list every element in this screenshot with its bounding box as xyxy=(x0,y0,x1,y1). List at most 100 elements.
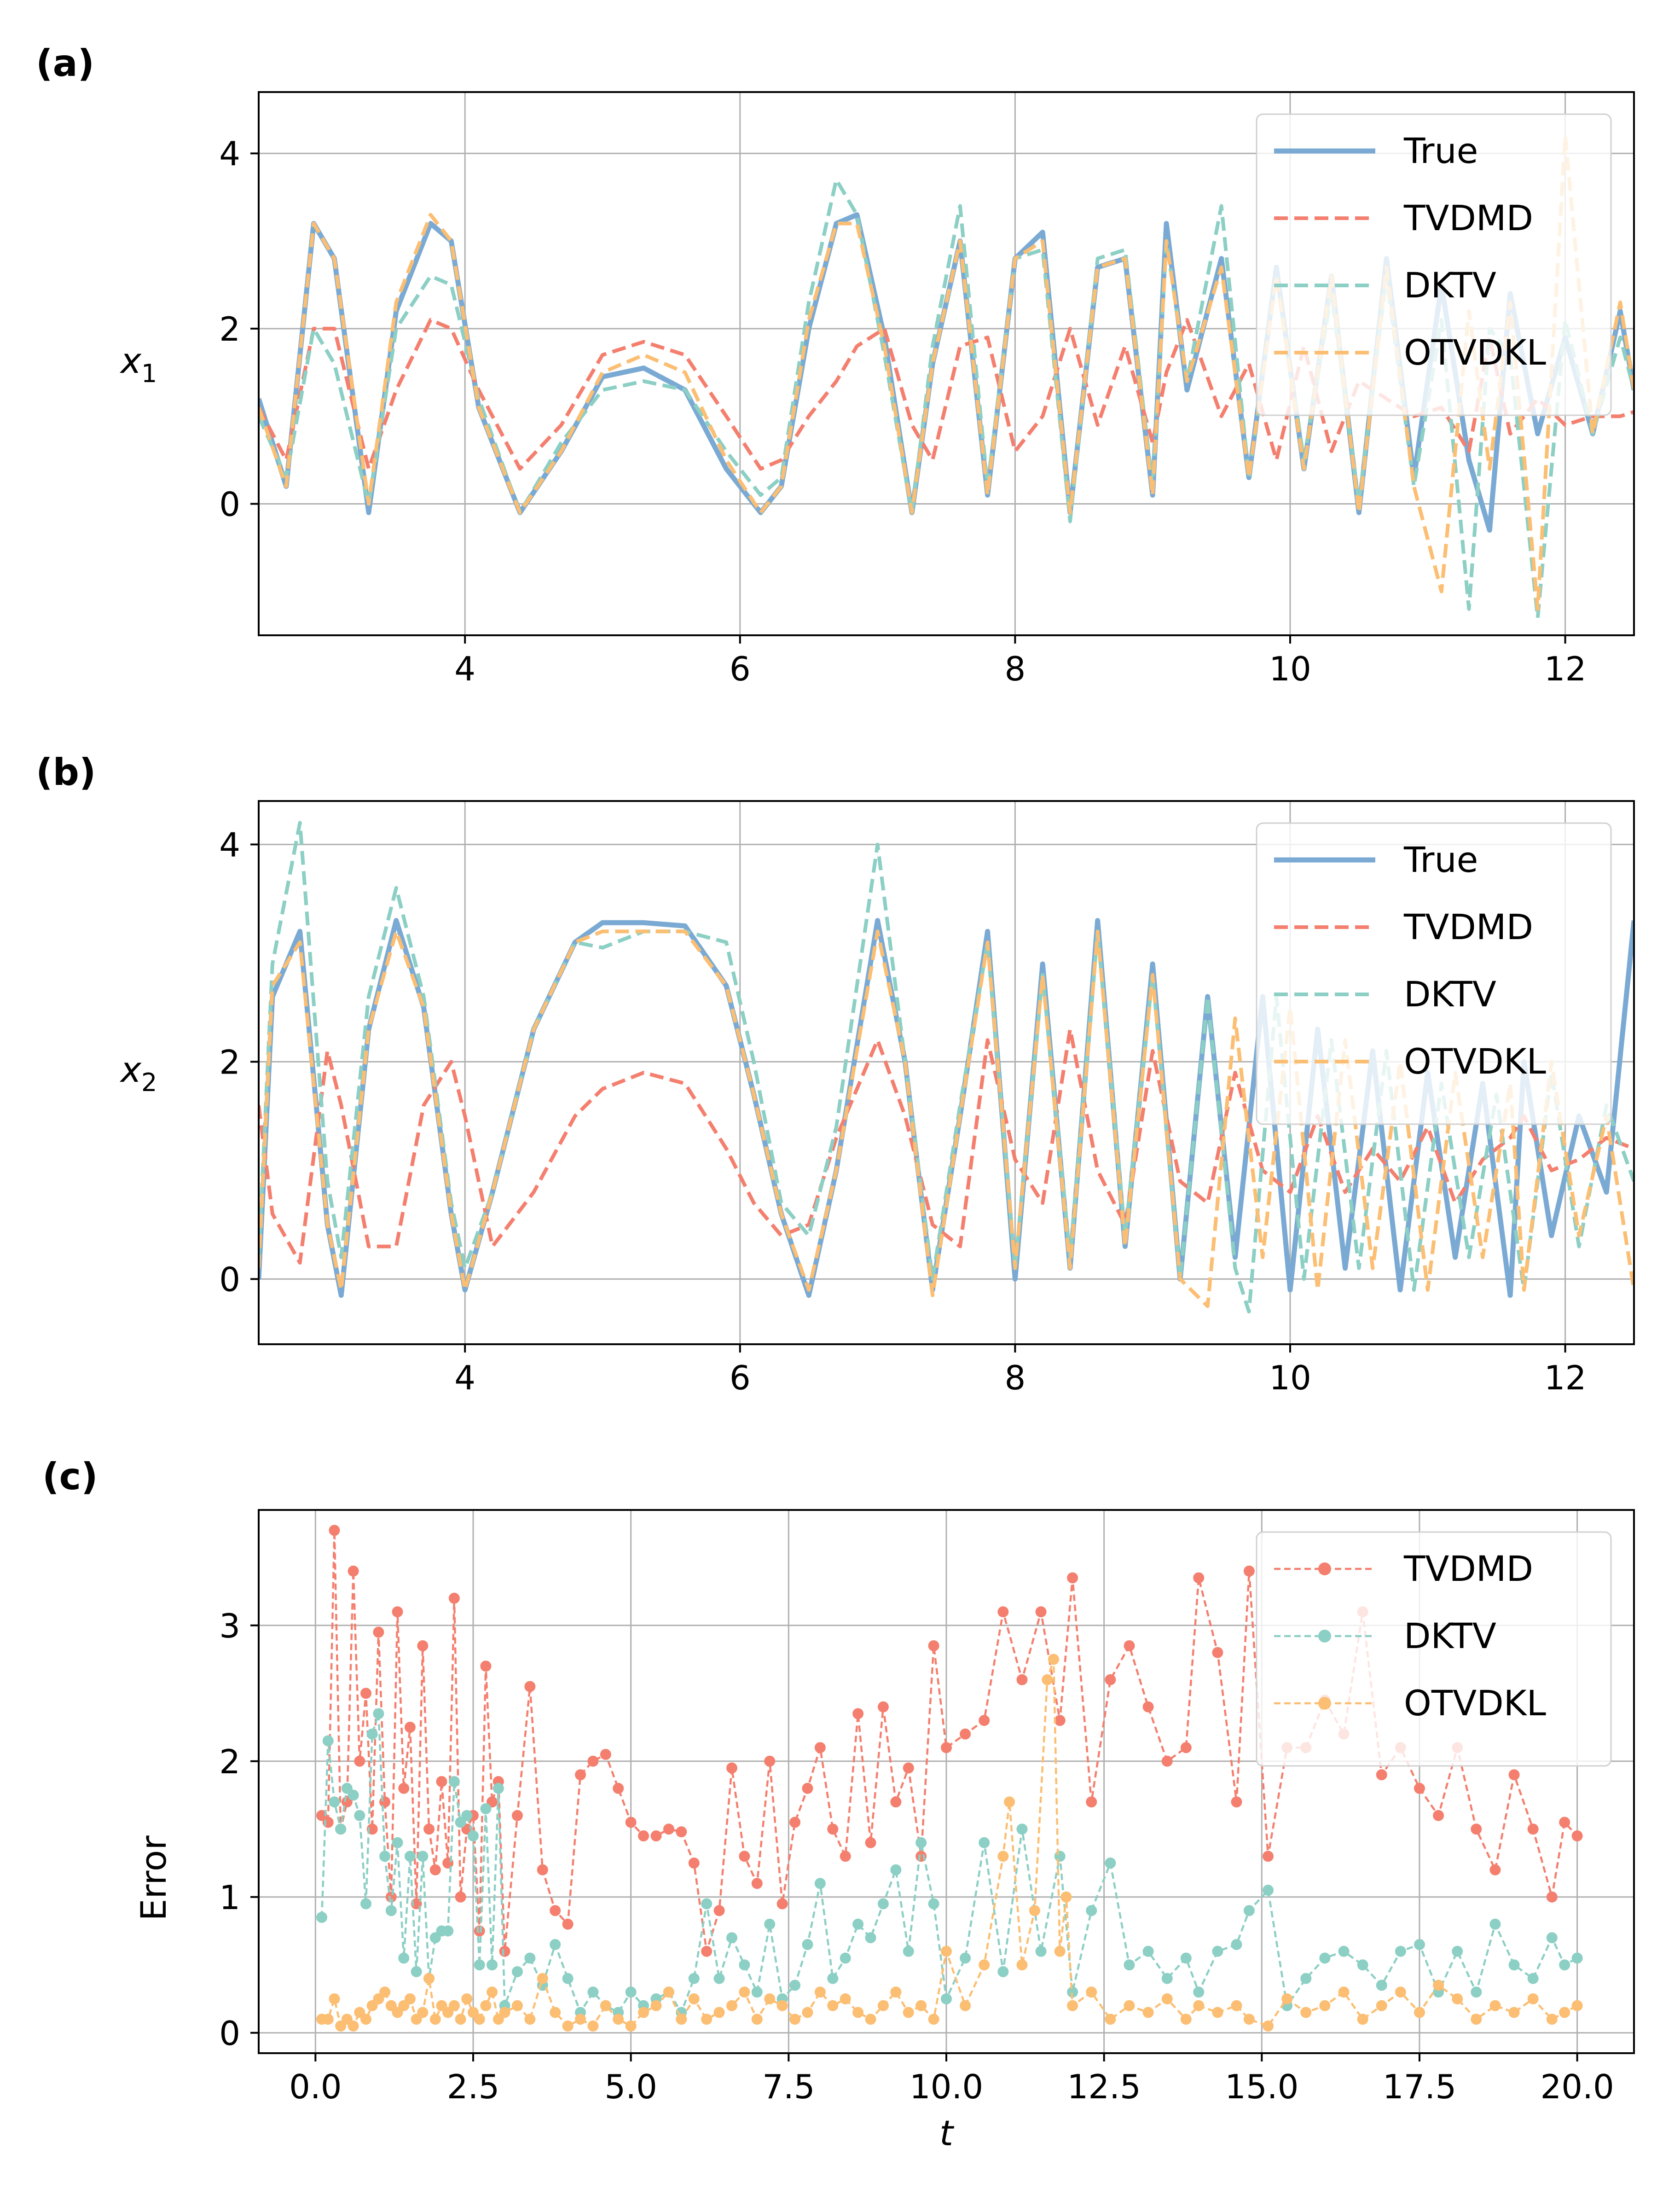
data-point-tvdmd xyxy=(587,1755,599,1767)
data-point-otvdkl xyxy=(600,2000,611,2011)
data-point-tvdmd xyxy=(385,1891,397,1903)
data-point-dktv xyxy=(1489,1918,1501,1930)
axes-frame xyxy=(258,91,1635,636)
data-point-dktv xyxy=(865,1932,876,1944)
data-point-otvdkl xyxy=(1452,1993,1463,2004)
chart-panel-3: 0.0 2.5 5.0 7.5 10.0 12.5 15.0 17.5 20.0 0 1 2 3 Erro… xyxy=(133,1509,1635,2154)
data-point-dktv xyxy=(1357,1959,1368,1971)
data-point-tvdmd xyxy=(404,1722,416,1733)
data-point-otvdkl xyxy=(613,2014,624,2025)
data-point-dktv xyxy=(562,1973,574,1984)
data-point-otvdkl xyxy=(1546,2014,1558,2025)
legend-label-tvdmd: TVDMD xyxy=(1403,906,1533,947)
data-point-otvdkl xyxy=(928,2014,939,2025)
data-point-tvdmd xyxy=(663,1823,674,1835)
y-tick-label: 4 xyxy=(219,825,240,864)
series-line-tvdmd xyxy=(321,1529,1578,1953)
data-point-dktv xyxy=(1124,1959,1135,1971)
y-axis-label: Error xyxy=(133,1835,174,1921)
data-point-dktv xyxy=(404,1851,416,1862)
data-point-dktv xyxy=(360,1898,372,1910)
data-point-otvdkl xyxy=(827,2000,839,2011)
data-point-dktv xyxy=(587,1986,599,1998)
axes-frame xyxy=(258,800,1635,1345)
data-point-otvdkl xyxy=(1086,1986,1097,1998)
y-tick-label: 0 xyxy=(219,1260,240,1299)
data-point-tvdmd xyxy=(802,1782,813,1794)
data-point-otvdkl xyxy=(1231,2000,1242,2011)
data-point-otvdkl xyxy=(1559,2007,1570,2018)
data-point-dktv xyxy=(789,1980,801,1991)
data-point-dktv xyxy=(1105,1858,1116,1869)
data-point-dktv xyxy=(840,1952,851,1964)
panel-label-c: (c) xyxy=(42,1455,98,1498)
x-tick-label: 17.5 xyxy=(1383,2067,1456,2106)
data-point-tvdmd xyxy=(1016,1674,1028,1685)
chart-panel-2: 4 6 8 10 12 0 2 4 x2 True TVDMD DKTV OTVDKL xyxy=(120,800,1635,1397)
data-point-dktv xyxy=(1338,1945,1350,1957)
data-point-otvdkl xyxy=(1060,1891,1072,1903)
data-point-otvdkl xyxy=(448,2000,460,2011)
data-point-otvdkl xyxy=(1016,1959,1028,1971)
data-point-otvdkl xyxy=(713,2007,725,2018)
x-tick-label: 4 xyxy=(454,650,475,688)
data-point-dktv xyxy=(1243,1905,1255,1916)
data-point-tvdmd xyxy=(329,1525,340,1536)
legend-box xyxy=(1256,1531,1612,1767)
legend-label-otvdkl: OTVDKL xyxy=(1404,1041,1546,1082)
series-line-dktv xyxy=(259,821,1634,1314)
legend-label-dktv: DKTV xyxy=(1404,974,1496,1015)
data-point-dktv xyxy=(329,1796,340,1808)
data-point-dktv xyxy=(366,1728,378,1740)
data-point-otvdkl xyxy=(1319,2000,1331,2011)
data-point-tvdmd xyxy=(429,1864,441,1875)
data-point-otvdkl xyxy=(511,2000,523,2011)
chart-panel-1: 4 6 8 10 12 0 2 4 x1 True TVDMD DKTV OTVDKL xyxy=(120,91,1635,688)
data-point-dktv xyxy=(335,1823,347,1835)
data-point-otvdkl xyxy=(1048,1654,1060,1665)
data-point-tvdmd xyxy=(979,1715,990,1726)
data-point-otvdkl xyxy=(524,2014,536,2025)
data-point-tvdmd xyxy=(1035,1606,1047,1618)
legend-label-true: True xyxy=(1403,130,1478,171)
series-line-otvdkl xyxy=(259,929,1634,1308)
data-point-otvdkl xyxy=(499,2007,510,2018)
data-point-otvdkl xyxy=(625,2020,637,2032)
data-point-dktv xyxy=(1508,1959,1520,1971)
data-point-dktv xyxy=(474,1959,485,1971)
data-point-dktv xyxy=(1452,1945,1463,1957)
data-point-tvdmd xyxy=(423,1823,435,1835)
data-point-tvdmd xyxy=(1231,1796,1242,1808)
data-point-otvdkl xyxy=(1395,1986,1406,1998)
data-point-otvdkl xyxy=(676,2014,687,2025)
x-tick-label: 7.5 xyxy=(762,2067,815,2106)
x-tick-label: 10 xyxy=(1269,1359,1311,1397)
y-axis-label: x2 xyxy=(120,1049,157,1097)
data-point-otvdkl xyxy=(1067,2000,1078,2011)
data-point-tvdmd xyxy=(448,1592,460,1604)
data-point-tvdmd xyxy=(764,1755,776,1767)
data-point-otvdkl xyxy=(865,2014,876,2025)
legend-label-dktv: DKTV xyxy=(1404,265,1496,306)
data-point-tvdmd xyxy=(638,1830,649,1841)
data-point-tvdmd xyxy=(1161,1755,1173,1767)
series-line-otvdkl xyxy=(259,134,1634,611)
data-point-dktv xyxy=(751,1986,763,1998)
data-point-dktv xyxy=(385,1905,397,1916)
data-point-tvdmd xyxy=(499,1945,510,1957)
data-point-tvdmd xyxy=(1527,1823,1539,1835)
legend-marker-otvdkl xyxy=(1318,1697,1331,1710)
data-point-dktv xyxy=(928,1898,939,1910)
data-point-otvdkl xyxy=(751,2014,763,2025)
data-point-otvdkl xyxy=(1471,2014,1482,2025)
data-point-otvdkl xyxy=(1105,2014,1116,2025)
data-point-tvdmd xyxy=(360,1688,372,1699)
data-point-dktv xyxy=(392,1837,403,1848)
data-point-otvdkl xyxy=(480,2000,492,2011)
data-point-otvdkl xyxy=(979,1959,990,1971)
data-point-dktv xyxy=(1395,1945,1406,1957)
data-point-otvdkl xyxy=(348,2020,359,2032)
data-point-tvdmd xyxy=(852,1708,864,1719)
data-point-tvdmd xyxy=(1471,1823,1482,1835)
data-point-dktv xyxy=(814,1878,826,1889)
